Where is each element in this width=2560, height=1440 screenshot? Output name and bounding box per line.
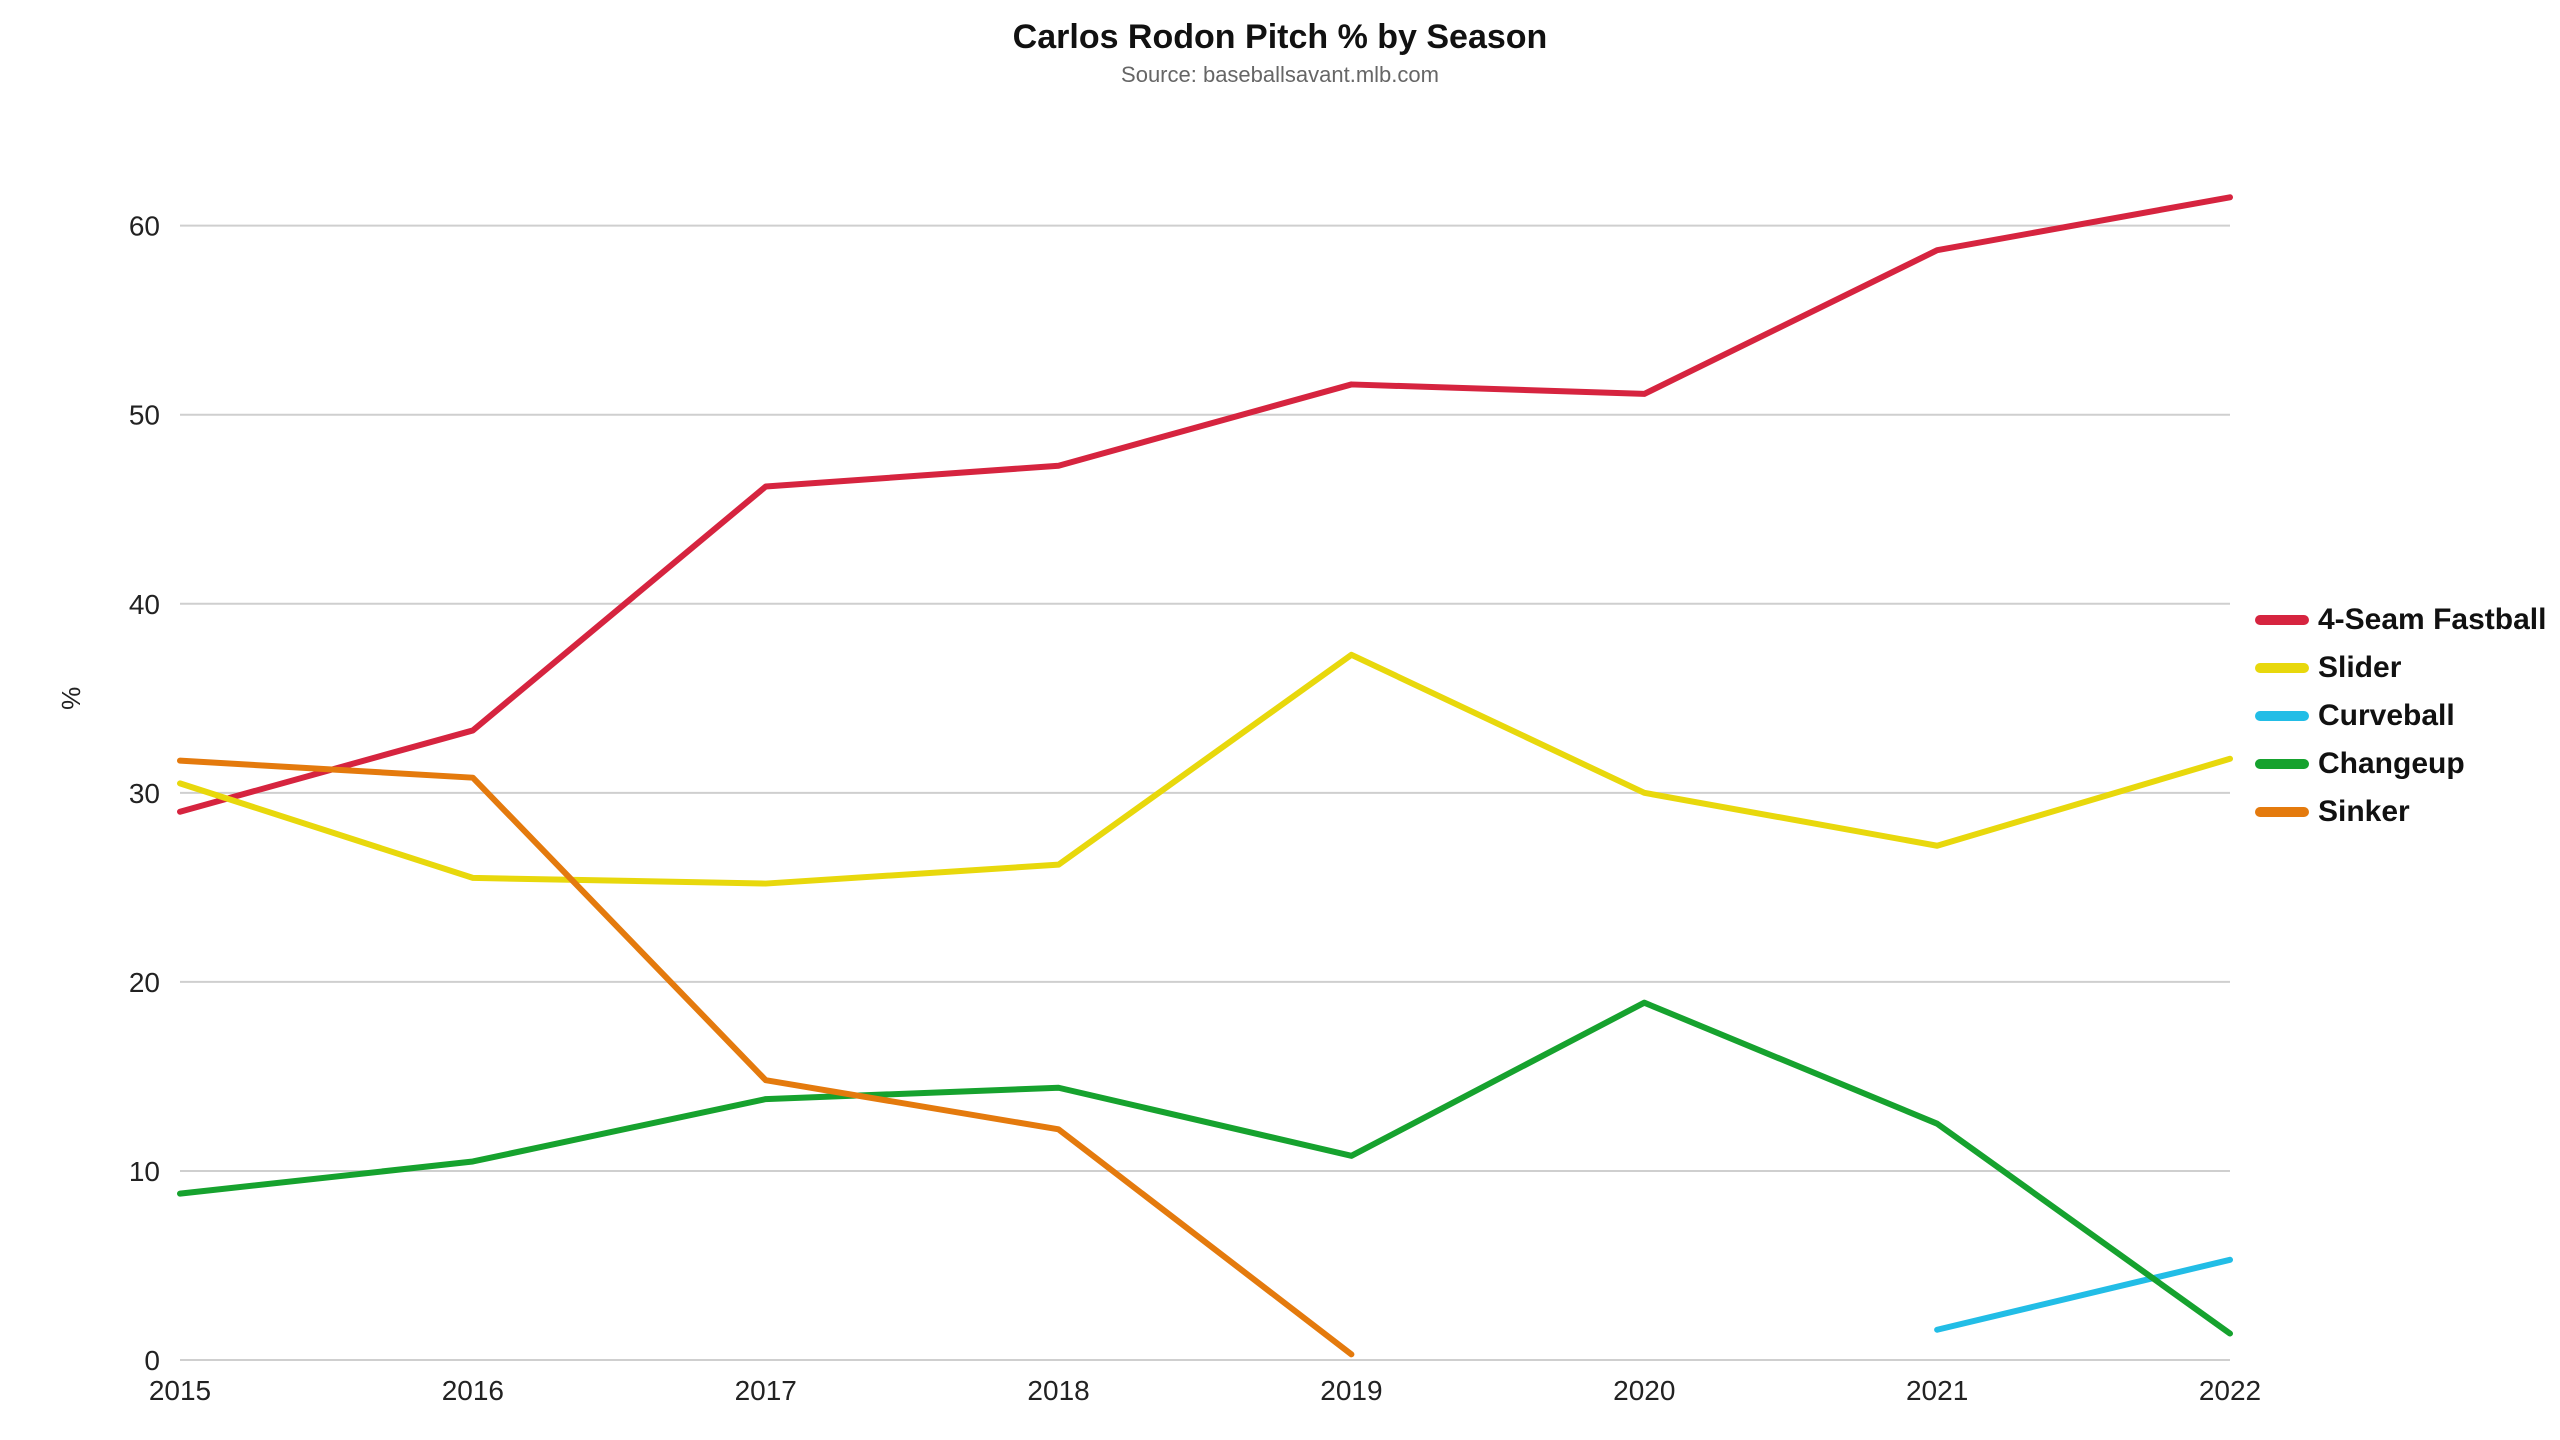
x-tick-label: 2021 — [1906, 1375, 1968, 1406]
y-tick-label: 0 — [144, 1345, 160, 1376]
legend-label: Slider — [2318, 651, 2402, 684]
y-tick-label: 60 — [129, 211, 160, 242]
chart-container: Carlos Rodon Pitch % by Season Source: b… — [0, 0, 2560, 1440]
x-tick-label: 2022 — [2199, 1375, 2261, 1406]
y-axis-title: % — [56, 687, 86, 710]
legend-label: 4-Seam Fastball — [2318, 603, 2546, 636]
x-axis: 2015 2016 2017 2018 2019 2020 2021 2022 — [149, 1375, 2261, 1406]
series-line — [180, 1003, 2230, 1334]
legend-label: Sinker — [2318, 795, 2410, 828]
chart-title: Carlos Rodon Pitch % by Season — [1013, 18, 1548, 56]
y-tick-label: 40 — [129, 589, 160, 620]
y-tick-label: 10 — [129, 1156, 160, 1187]
legend-label: Curveball — [2318, 699, 2455, 732]
y-tick-label: 30 — [129, 778, 160, 809]
x-tick-label: 2017 — [735, 1375, 797, 1406]
x-tick-label: 2016 — [442, 1375, 504, 1406]
series-line — [180, 761, 1351, 1355]
series-line — [180, 655, 2230, 884]
legend: 4-Seam Fastball Slider Curveball Changeup Si… — [2260, 603, 2546, 828]
x-tick-label: 2018 — [1027, 1375, 1089, 1406]
x-tick-label: 2019 — [1320, 1375, 1382, 1406]
y-tick-label: 20 — [129, 967, 160, 998]
x-tick-label: 2015 — [149, 1375, 211, 1406]
series-line — [1937, 1260, 2230, 1330]
y-tick-label: 50 — [129, 400, 160, 431]
series-group — [180, 197, 2230, 1354]
y-axis: 0 10 20 30 40 50 60 — [129, 211, 160, 1376]
series-line — [180, 197, 2230, 811]
legend-label: Changeup — [2318, 747, 2465, 780]
pitch-chart: Carlos Rodon Pitch % by Season Source: b… — [0, 0, 2560, 1440]
chart-subtitle: Source: baseballsavant.mlb.com — [1121, 62, 1439, 87]
x-tick-label: 2020 — [1613, 1375, 1675, 1406]
